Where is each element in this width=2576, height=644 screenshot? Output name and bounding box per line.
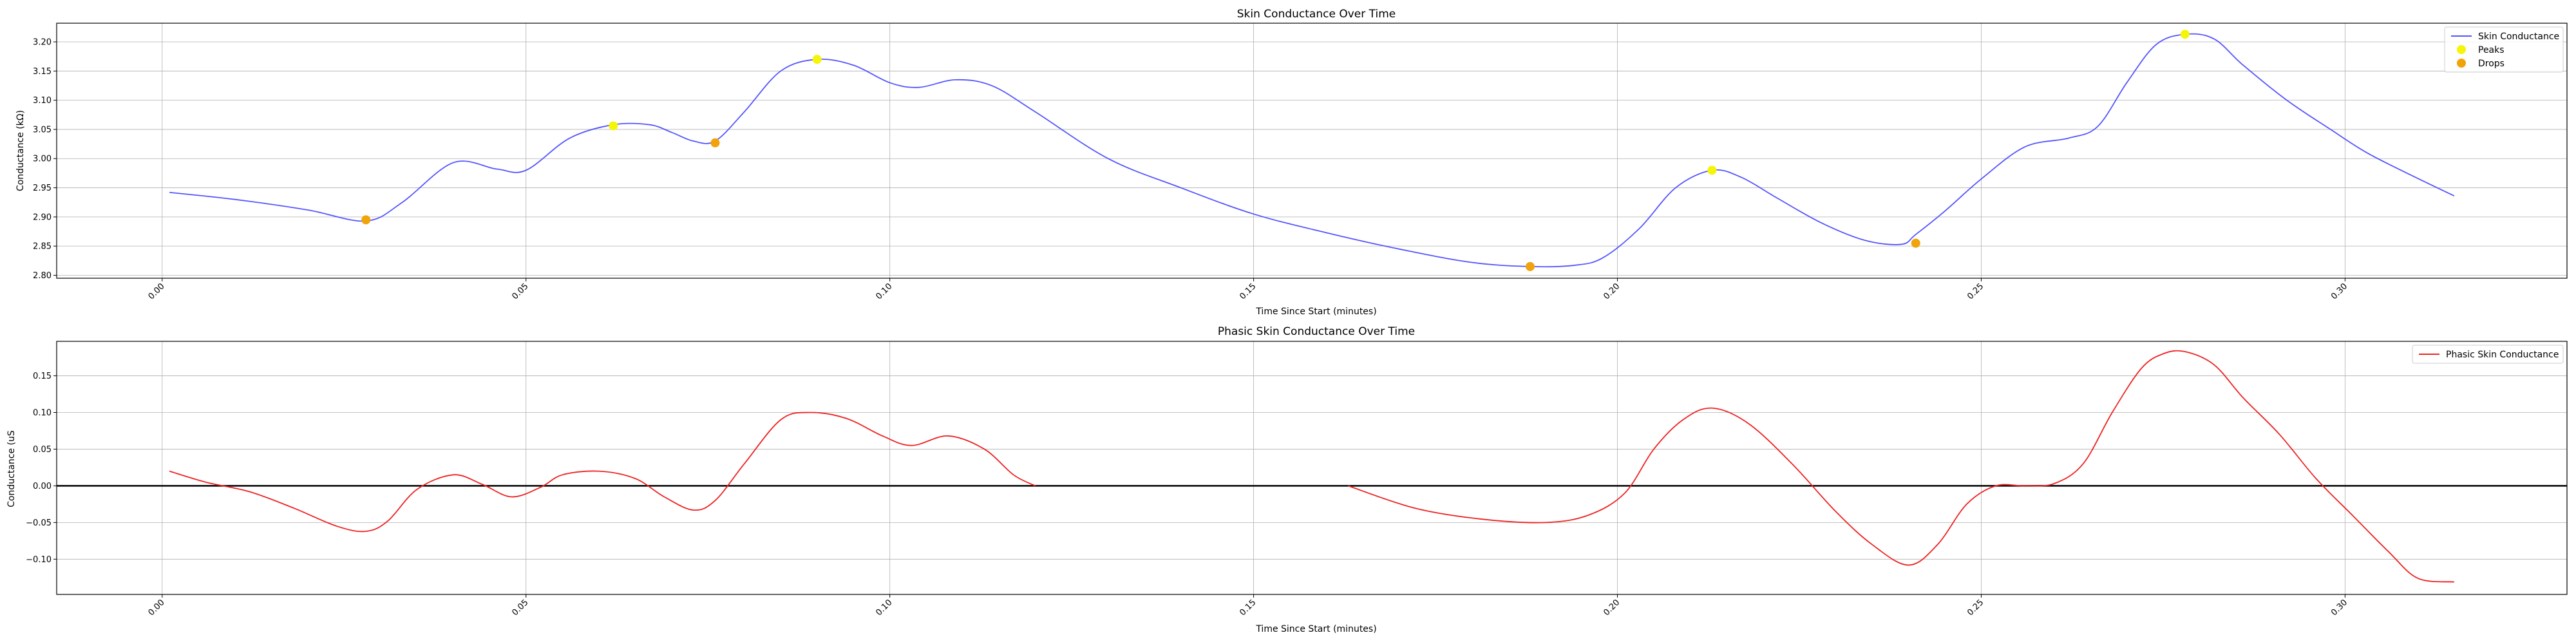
legend-label-skin-conductance: Skin Conductance <box>2478 32 2559 42</box>
x-tick-label: 0.00 <box>147 281 167 301</box>
peak-point <box>1707 166 1717 175</box>
drop-point <box>1911 238 1920 248</box>
y-tick-label: 3.05 <box>33 125 52 135</box>
peak-point <box>609 121 618 131</box>
y-tick-label: 0.15 <box>33 372 52 381</box>
x-tick-label: 0.25 <box>1965 598 1985 618</box>
x-tick-label: 0.05 <box>511 281 531 301</box>
legend: Skin Conductance Peaks Drops <box>2444 26 2564 73</box>
data-marks <box>169 30 2455 271</box>
drop-point <box>361 215 371 225</box>
axis-ticks: 0.00 0.05 0.10 0.15 0.20 0.25 0.30 2.80 2.85 2.90… <box>33 37 2349 301</box>
y-tick-label: 3.00 <box>33 155 52 164</box>
y-tick-label: 3.20 <box>33 37 52 47</box>
grid-lines <box>57 23 2567 278</box>
legend-label-peaks: Peaks <box>2478 45 2505 55</box>
y-tick-label: −0.10 <box>26 555 52 565</box>
x-axis-label: Time Since Start (minutes) <box>1255 307 1376 317</box>
legend-label-drops: Drops <box>2478 59 2505 69</box>
x-tick-label: 0.25 <box>1965 281 1985 301</box>
plot-frame <box>56 341 2568 595</box>
y-axis-label: Conductance (kΩ) <box>15 110 26 191</box>
peak-point <box>812 55 822 64</box>
legend: Phasic Skin Conductance <box>2412 345 2564 364</box>
y-tick-label: 0.05 <box>33 445 52 455</box>
series-line-phasic-skin-conductance <box>169 412 1036 533</box>
y-axis-label: Conductance (uS <box>6 430 17 507</box>
chart-title: Phasic Skin Conductance Over Time <box>1218 325 1415 338</box>
y-tick-label: −0.05 <box>26 518 52 528</box>
x-tick-label: 0.05 <box>511 598 531 618</box>
legend-marker-drops <box>2457 59 2466 68</box>
conductance-subplot: Skin Conductance Over Time 0.00 0.05 0.10 0… <box>15 8 2568 317</box>
series-line-skin-conductance <box>169 33 2455 268</box>
y-tick-label: 2.85 <box>33 242 52 252</box>
y-tick-label: 2.95 <box>33 184 52 193</box>
x-tick-label: 0.20 <box>1602 281 1622 301</box>
grid-lines <box>57 341 2567 594</box>
x-tick-label: 0.00 <box>147 598 167 618</box>
y-tick-label: 2.80 <box>33 271 52 281</box>
legend-label-phasic-skin-conductance: Phasic Skin Conductance <box>2446 350 2559 360</box>
peak-point <box>2180 30 2190 39</box>
data-marks <box>57 350 2567 583</box>
y-tick-label: 0.00 <box>33 482 52 491</box>
axis-ticks: 0.00 0.05 0.10 0.15 0.20 0.25 0.30 −0.10 −0.05 0.… <box>26 372 2349 618</box>
plot-frame <box>56 23 2568 279</box>
x-tick-label: 0.10 <box>874 281 894 301</box>
chart-title: Skin Conductance Over Time <box>1237 8 1396 21</box>
x-tick-label: 0.20 <box>1602 598 1622 618</box>
drop-point <box>1525 261 1535 271</box>
x-tick-label: 0.30 <box>2329 281 2349 301</box>
y-tick-label: 3.10 <box>33 96 52 106</box>
y-tick-label: 0.10 <box>33 408 52 418</box>
x-tick-label: 0.10 <box>874 598 894 618</box>
phasic-subplot: Phasic Skin Conductance Over Time 0.00 0.… <box>6 325 2568 634</box>
legend-marker-peaks <box>2457 45 2466 54</box>
series-line-phasic-skin-conductance <box>1348 350 2454 583</box>
x-axis-label: Time Since Start (minutes) <box>1255 624 1376 634</box>
x-tick-label: 0.15 <box>1238 598 1258 618</box>
y-tick-label: 2.90 <box>33 213 52 222</box>
drop-point <box>710 138 720 147</box>
x-tick-label: 0.15 <box>1238 281 1258 301</box>
y-tick-label: 3.15 <box>33 67 52 77</box>
x-tick-label: 0.30 <box>2329 598 2349 618</box>
